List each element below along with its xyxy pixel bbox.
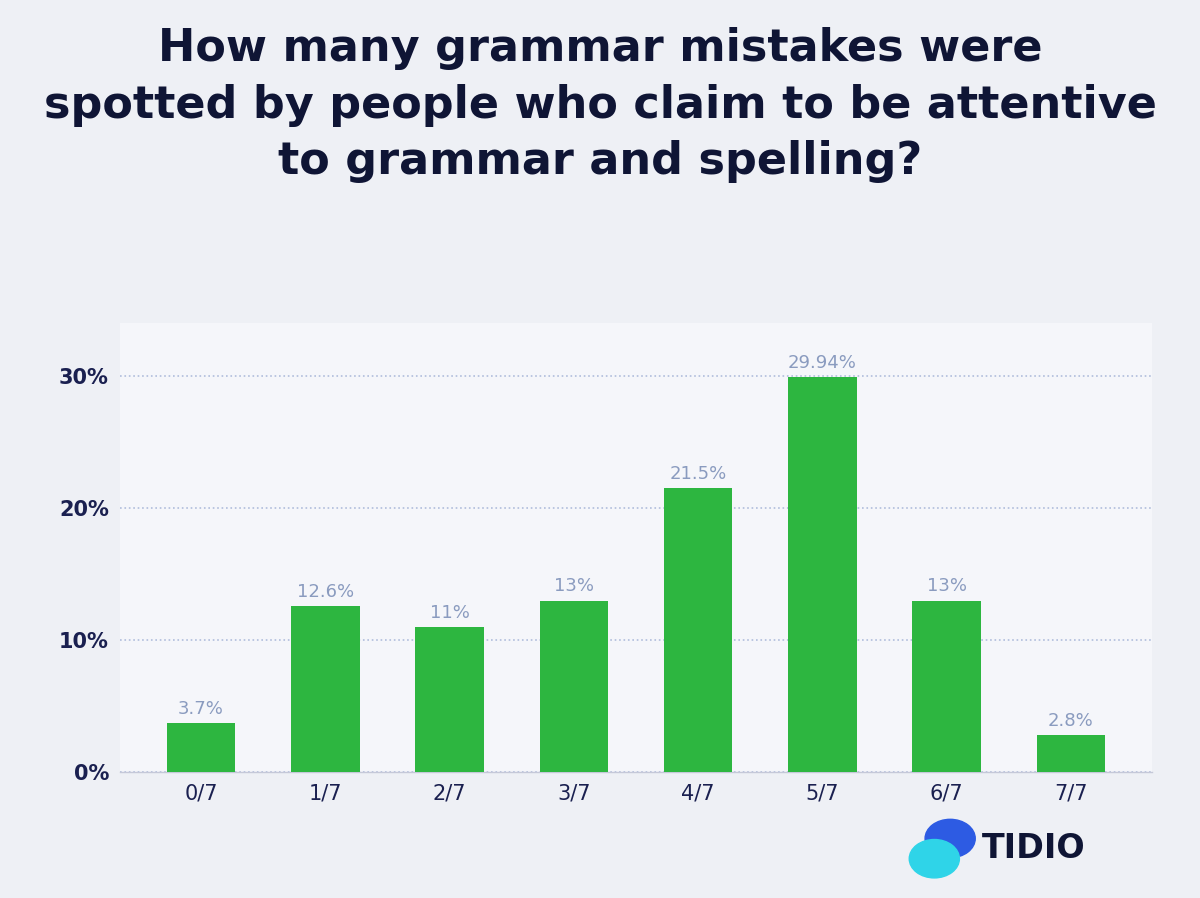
Bar [912,601,980,772]
Bar [540,601,608,772]
Bar [1037,735,1105,772]
Text: How many grammar mistakes were
spotted by people who claim to be attentive
to gr: How many grammar mistakes were spotted b… [43,27,1157,183]
Bar [788,377,857,772]
Text: 13%: 13% [554,577,594,595]
Text: 2.8%: 2.8% [1048,712,1093,730]
Text: TIDIO: TIDIO [982,832,1086,865]
Text: 21.5%: 21.5% [670,465,727,483]
Bar [415,627,484,772]
Text: 11%: 11% [430,603,469,621]
Circle shape [910,840,960,878]
Bar [292,606,360,772]
Text: 12.6%: 12.6% [296,583,354,601]
Text: 29.94%: 29.94% [788,354,857,372]
Bar [167,724,235,772]
Text: 3.7%: 3.7% [178,700,224,718]
Circle shape [925,819,976,858]
Bar [664,489,732,772]
Text: 13%: 13% [926,577,967,595]
